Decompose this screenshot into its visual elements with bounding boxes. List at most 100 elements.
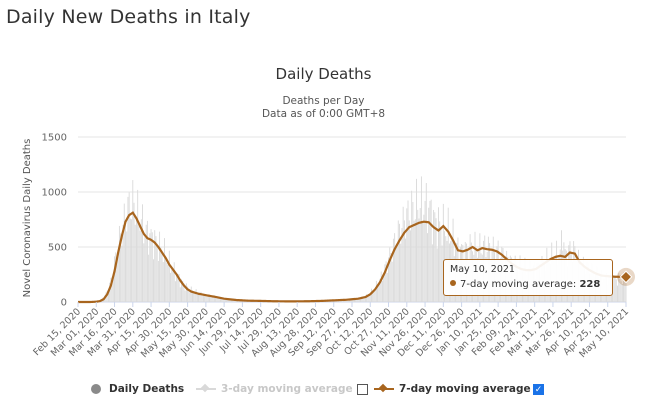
- daily-bar: [429, 200, 431, 302]
- daily-bar: [408, 220, 410, 302]
- daily-bar: [118, 225, 120, 302]
- legend-item-daily-deaths[interactable]: Daily Deaths: [91, 383, 184, 395]
- daily-bar: [617, 285, 618, 302]
- daily-bar: [173, 262, 175, 302]
- daily-bar: [374, 288, 376, 302]
- daily-bar: [146, 220, 148, 302]
- daily-bar: [210, 295, 212, 302]
- daily-bar: [140, 219, 142, 302]
- daily-bar: [150, 229, 152, 302]
- daily-bar: [341, 300, 343, 302]
- daily-bar: [212, 295, 214, 302]
- daily-bar: [400, 243, 402, 302]
- daily-bar: [156, 243, 158, 302]
- daily-bar: [360, 299, 361, 302]
- daily-bar: [355, 299, 357, 302]
- daily-bar: [375, 280, 377, 302]
- daily-bar: [143, 243, 145, 302]
- daily-bar: [363, 296, 365, 302]
- daily-bar: [106, 290, 108, 302]
- daily-bar: [403, 220, 405, 302]
- daily-bar: [377, 286, 379, 302]
- daily-bar: [394, 233, 396, 302]
- daily-bar: [399, 223, 400, 302]
- daily-bar: [218, 296, 220, 302]
- daily-bar: [414, 219, 416, 302]
- daily-bar: [194, 292, 196, 302]
- daily-bar: [233, 299, 235, 302]
- daily-bar: [114, 256, 115, 302]
- daily-bar: [128, 192, 130, 302]
- tooltip-value: 228: [579, 279, 601, 290]
- daily-bar: [367, 294, 369, 302]
- daily-bar: [168, 250, 170, 302]
- checkbox-7day-average[interactable]: ✓: [533, 384, 544, 395]
- daily-bar: [165, 260, 167, 302]
- daily-bar: [358, 297, 360, 302]
- daily-bar: [178, 274, 180, 302]
- daily-bar: [200, 291, 202, 302]
- daily-bar: [182, 280, 184, 302]
- daily-bar: [161, 254, 163, 302]
- tooltip-label: 7-day moving average:: [460, 279, 577, 290]
- hover-point: [619, 270, 633, 284]
- daily-bar: [213, 295, 215, 302]
- daily-bar: [123, 203, 125, 302]
- legend-dot-icon: [91, 384, 101, 394]
- daily-bar: [385, 261, 387, 302]
- daily-bar: [188, 289, 190, 302]
- daily-bar: [347, 299, 349, 302]
- daily-bar: [343, 300, 344, 302]
- daily-bar: [412, 202, 414, 302]
- daily-bar: [392, 238, 394, 302]
- daily-bar: [179, 287, 181, 302]
- checkbox-3day-average[interactable]: [357, 384, 368, 395]
- daily-bar: [226, 298, 228, 302]
- daily-bar: [199, 293, 201, 302]
- daily-bar: [170, 272, 172, 302]
- daily-bar: [407, 200, 409, 302]
- daily-bar: [434, 212, 436, 302]
- tooltip-series-dot: [450, 280, 456, 286]
- daily-bar: [144, 234, 146, 302]
- legend-label-daily: Daily Deaths: [109, 383, 185, 395]
- daily-bar: [624, 281, 626, 302]
- daily-bar: [419, 208, 421, 302]
- daily-bar: [116, 258, 118, 302]
- daily-bar: [366, 294, 368, 302]
- daily-bar: [107, 291, 109, 302]
- daily-bar: [110, 277, 112, 302]
- daily-bar: [159, 231, 161, 302]
- daily-bar: [201, 295, 203, 302]
- daily-bar: [439, 221, 441, 302]
- daily-bar: [361, 296, 363, 302]
- daily-bar: [176, 274, 178, 302]
- daily-bar: [211, 297, 213, 302]
- daily-bar: [379, 278, 381, 302]
- daily-bar: [371, 288, 372, 302]
- daily-bar: [388, 257, 389, 302]
- daily-bar: [133, 202, 135, 302]
- y-axis-label: Novel Coronavirus Daily Deaths: [22, 139, 33, 298]
- daily-bar: [196, 293, 198, 302]
- daily-bar: [383, 273, 385, 302]
- daily-bar: [177, 274, 179, 302]
- legend-label-3day: 3-day moving average: [221, 383, 353, 395]
- daily-bar: [216, 297, 218, 302]
- daily-bar: [139, 230, 141, 302]
- legend-item-7day-average[interactable]: 7-day moving average: [374, 383, 531, 395]
- daily-bar: [172, 268, 174, 302]
- daily-bar: [228, 299, 230, 302]
- daily-bar: [423, 214, 425, 302]
- daily-bar: [148, 254, 150, 302]
- daily-bar: [623, 272, 625, 302]
- daily-bar: [373, 290, 375, 302]
- daily-bar: [138, 224, 140, 302]
- daily-bar: [131, 219, 133, 302]
- daily-bar: [384, 264, 386, 302]
- legend-label-7day: 7-day moving average: [399, 383, 531, 395]
- legend-item-3day-average[interactable]: 3-day moving average: [196, 383, 353, 395]
- chart-title: Daily Deaths: [275, 65, 372, 83]
- daily-bar: [160, 247, 162, 302]
